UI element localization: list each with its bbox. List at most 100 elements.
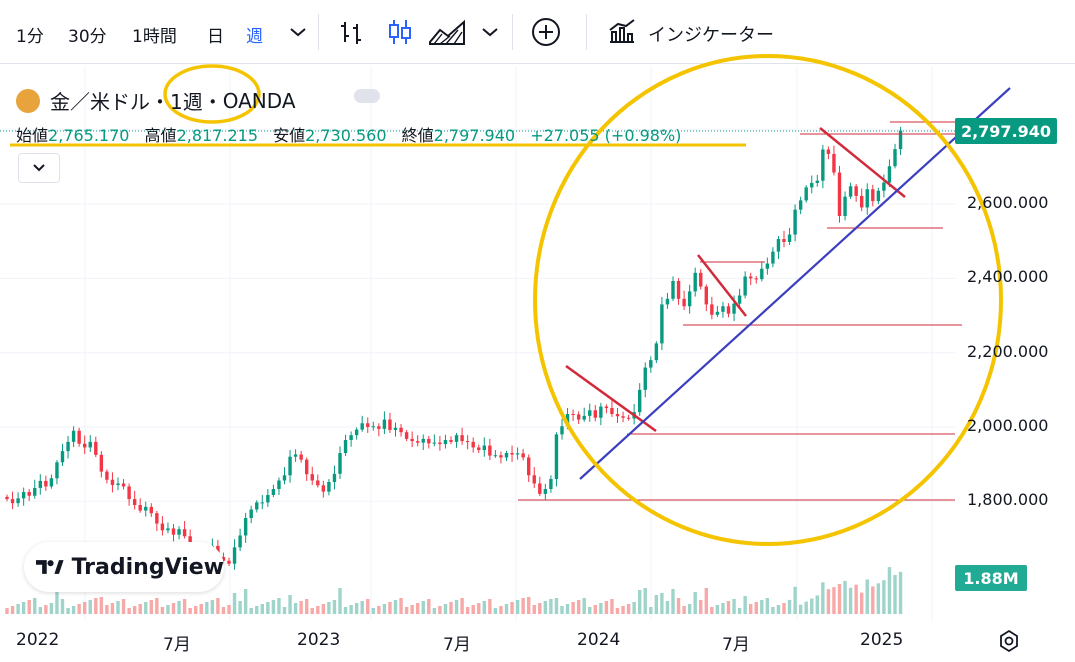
timeframe-30m[interactable]: 30分 (68, 27, 107, 47)
candle-body (127, 486, 131, 500)
volume-bar (893, 575, 897, 614)
volume-bar (138, 604, 142, 614)
candle-body (488, 445, 492, 456)
volume-bar (726, 601, 731, 614)
timeframe-1m[interactable]: 1分 (16, 27, 44, 47)
volume-bar (754, 602, 758, 614)
candle-body (704, 286, 708, 305)
volume-bar (49, 603, 54, 614)
candle-body (310, 474, 314, 481)
volume-bar (865, 579, 869, 614)
volume-bar (282, 607, 287, 614)
volume-bar (60, 599, 65, 614)
timeframe-day[interactable]: 日 (207, 27, 224, 47)
volume-bar (882, 580, 886, 614)
toolbar-divider (318, 14, 319, 50)
volume-bar (676, 598, 681, 614)
candle-body (171, 528, 176, 535)
visibility-toggle-icon[interactable] (354, 89, 380, 103)
volume-bar (860, 592, 864, 614)
candle-body (5, 496, 9, 500)
candle-body (160, 523, 165, 531)
candle-body (382, 419, 387, 429)
volume-bar (732, 599, 736, 614)
settings-icon[interactable] (996, 628, 1022, 654)
candle-body (865, 189, 869, 208)
volume-bar (410, 605, 414, 614)
volume-bar (105, 605, 109, 614)
candle-body (854, 186, 858, 196)
interval-label: 1週 (170, 90, 203, 114)
candle-body (105, 471, 109, 480)
candle-body (421, 438, 425, 443)
candle-body (826, 149, 831, 154)
volume-bar (271, 600, 276, 614)
candle-body (332, 473, 337, 482)
timeframe-week[interactable]: 週 (246, 27, 263, 47)
x-tick-label: 2022 (16, 630, 60, 650)
volume-bar (188, 608, 192, 614)
candle-body (471, 441, 475, 448)
candle-body (354, 429, 359, 436)
candle-body (393, 427, 398, 430)
volume-bar (549, 599, 553, 614)
add-compare-icon[interactable] (530, 16, 562, 48)
symbol-legend[interactable]: 金／米ドル ・ 1週 ・ OANDA (16, 86, 296, 115)
candle-body (893, 149, 897, 167)
volume-bar (743, 596, 747, 614)
volume-bar (94, 598, 98, 614)
indicators-icon[interactable] (606, 16, 638, 48)
candle-body (621, 416, 625, 418)
candle-body (743, 276, 747, 296)
candle-body (221, 557, 226, 561)
candle-body (848, 186, 853, 197)
volume-bar (571, 602, 575, 614)
bar-style-icon[interactable] (336, 16, 368, 48)
volume-bar (521, 598, 525, 614)
candle-body (860, 195, 864, 208)
volume-bar (776, 605, 781, 614)
chevron-down-icon[interactable] (282, 16, 314, 48)
y-tick-label: 2,400.000 (967, 267, 1049, 286)
candle-body (371, 426, 375, 428)
tradingview-logo[interactable]: TradingView (24, 542, 224, 592)
volume-bar (449, 602, 453, 614)
volume-bar (266, 602, 270, 614)
trend-line (579, 87, 1011, 480)
legend-separator: ・ (202, 90, 223, 114)
volume-bar (149, 600, 153, 614)
candle-body (99, 454, 104, 472)
candle-body (682, 298, 686, 307)
volume-bar (210, 600, 215, 614)
chevron-down-icon[interactable] (474, 16, 506, 48)
volume-bar (199, 604, 203, 614)
candle-body (599, 406, 603, 418)
candle-body (55, 462, 59, 479)
timeframe-1h[interactable]: 1時間 (132, 27, 177, 47)
volume-bar (782, 603, 786, 614)
area-style-icon[interactable] (428, 16, 468, 48)
volume-bar (349, 605, 353, 614)
candle-body (571, 413, 575, 415)
candle-body (804, 187, 808, 201)
candle-style-icon[interactable] (384, 16, 416, 48)
change-value: +27.055 (+0.98%) (530, 126, 682, 145)
volume-bar (632, 602, 636, 614)
volume-bar (427, 599, 431, 614)
volume-bar (310, 608, 314, 614)
candle-body (305, 459, 309, 475)
candle-body (266, 494, 270, 503)
y-tick-label: 2,600.000 (967, 193, 1049, 212)
volume-bar (554, 598, 559, 614)
candle-body (243, 518, 248, 536)
collapse-legend-button[interactable] (18, 153, 60, 183)
volume-bar (316, 606, 320, 614)
indicators-button[interactable]: インジケーター (648, 25, 774, 46)
legend-separator: ・ (150, 90, 170, 114)
candle-body (182, 529, 187, 537)
candle-body (454, 435, 459, 442)
volume-bar (560, 606, 564, 614)
volume-bar (299, 601, 303, 614)
volume-bar (682, 606, 686, 614)
